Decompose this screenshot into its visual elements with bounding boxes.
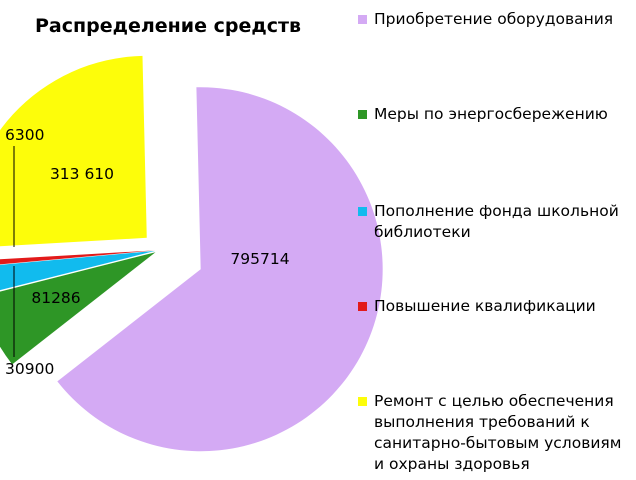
- data-label-qualification: 6300: [5, 126, 44, 144]
- pie-slice-equipment: [57, 87, 383, 452]
- pie-slice-library: [0, 250, 156, 291]
- data-label-repair: 313 610: [50, 165, 114, 183]
- data-label-equipment: 795714: [230, 250, 289, 268]
- data-label-energy-saving: 81286: [31, 289, 80, 307]
- pie-slice-energy-saving: [0, 252, 156, 365]
- pie-slice-repair: [0, 55, 147, 247]
- chart-title: Распределение средств: [35, 15, 301, 37]
- pie-slice-qualification: [0, 250, 156, 265]
- data-label-library: 30900: [5, 360, 54, 378]
